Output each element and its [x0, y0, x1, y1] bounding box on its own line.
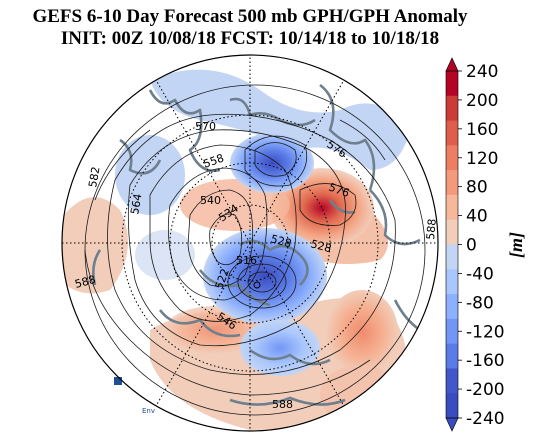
- contour-label: 588: [424, 218, 439, 240]
- contour-label: 588: [272, 398, 293, 411]
- colorbar-band-negative: [446, 318, 458, 345]
- contour-label: 528: [269, 232, 293, 250]
- negative-anomaly-upper: [230, 133, 314, 193]
- colorbar-tick-label: -240: [466, 409, 505, 429]
- agency-logo-fragment: [114, 377, 122, 385]
- contour-label: 564: [128, 193, 144, 216]
- contour-label: 582: [86, 166, 102, 189]
- colorbar-band-positive: [446, 194, 458, 221]
- contour-label: 570: [195, 120, 216, 133]
- contour-label: 516: [236, 254, 257, 267]
- colorbar-band-negative: [446, 368, 458, 394]
- colorbar-band-positive: [446, 170, 458, 196]
- colorbar-tick-label: 160: [466, 120, 498, 140]
- colorbar-band-positive: [446, 219, 458, 245]
- colorbar-band-negative: [446, 269, 458, 295]
- coastlines: [92, 83, 421, 406]
- colorbar: 24020016012080400-40-80-120-160-200-240 …: [445, 57, 526, 432]
- map-title-line-1: GEFS 6-10 Day Forecast 500 mb GPH/GPH An…: [32, 6, 468, 27]
- colorbar-tick-label: -200: [466, 380, 505, 400]
- low-center-marker: [253, 281, 261, 289]
- gph-contours: [84, 84, 426, 416]
- contour-label: 588: [73, 273, 97, 291]
- colorbar-tick-label: -40: [466, 264, 494, 284]
- colorbar-unit-label: [m]: [506, 232, 526, 258]
- map-title-line-2: INIT: 00Z 10/08/18 FCST: 10/14/18 to 10/…: [60, 28, 440, 49]
- colorbar-tick-label: 40: [466, 207, 488, 227]
- contour-label: 528: [309, 237, 333, 255]
- colorbar-tick-label: -80: [466, 293, 494, 313]
- map-boundary: [61, 54, 439, 432]
- colorbar-band-positive: [446, 145, 458, 171]
- graticule: [62, 55, 438, 431]
- logo-text: Env: [142, 407, 155, 415]
- colorbar-band-positive: [446, 71, 458, 97]
- colorbar-max-arrow: [445, 57, 459, 72]
- colorbar-band-negative: [446, 393, 458, 419]
- colorbar-min-arrow: [445, 417, 459, 432]
- colorbar-band-negative: [446, 244, 458, 270]
- colorbar-tick-label: 0: [466, 236, 477, 256]
- colorbar-band-positive: [446, 95, 458, 122]
- colorbar-tick-label: 80: [466, 178, 488, 198]
- contour-label: 540: [200, 194, 221, 207]
- colorbar-tick-label: 240: [466, 62, 498, 82]
- colorbar-tick-label: 120: [466, 149, 498, 169]
- colorbar-band-negative: [446, 294, 458, 320]
- colorbar-band-positive: [446, 120, 458, 146]
- colorbar-band-negative: [446, 343, 458, 369]
- colorbar-tick-label: -120: [466, 322, 505, 342]
- colorbar-tick-label: 200: [466, 91, 498, 111]
- colorbar-tick-label: -160: [466, 351, 505, 371]
